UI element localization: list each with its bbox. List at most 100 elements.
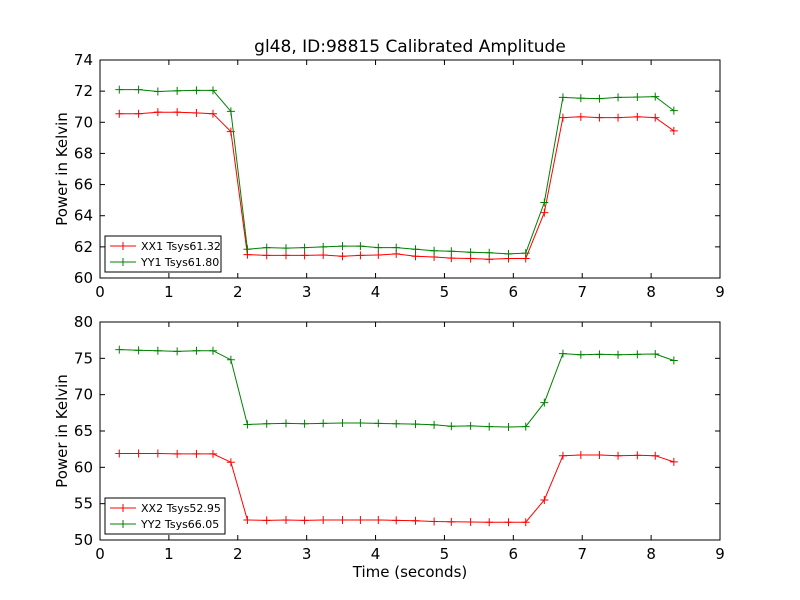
x-tick-label: 0 <box>95 283 105 301</box>
data-point <box>134 346 143 355</box>
data-point <box>447 247 456 256</box>
data-point <box>134 85 143 94</box>
x-tick-label: 3 <box>302 283 312 301</box>
y-tick-label: 75 <box>74 349 93 367</box>
data-point <box>540 208 549 217</box>
y-tick-label: 68 <box>74 144 93 162</box>
data-point <box>374 250 383 259</box>
data-point <box>319 419 328 428</box>
data-point <box>614 350 623 359</box>
data-point <box>651 451 660 460</box>
x-tick-label: 2 <box>233 283 243 301</box>
data-point <box>466 421 475 430</box>
data-point <box>134 109 143 118</box>
data-point <box>226 107 235 116</box>
data-point <box>374 243 383 252</box>
data-point <box>319 250 328 259</box>
data-point <box>374 419 383 428</box>
data-point <box>338 516 347 525</box>
chart-title: gl48, ID:98815 Calibrated Amplitude <box>254 37 566 57</box>
data-point <box>319 242 328 251</box>
x-tick-label: 1 <box>164 283 174 301</box>
x-tick-label: 8 <box>646 283 656 301</box>
legend: XX2 Tsys52.95 YY2 Tsys66.05 <box>104 497 226 535</box>
y-tick-label: 65 <box>74 422 93 440</box>
data-point <box>338 242 347 251</box>
data-point <box>558 349 567 358</box>
data-point <box>558 113 567 122</box>
data-point <box>540 198 549 207</box>
data-point <box>173 347 182 356</box>
data-point <box>633 451 642 460</box>
data-point <box>300 419 309 428</box>
series-2 <box>115 85 678 258</box>
data-point <box>262 516 271 525</box>
x-tick-label: 9 <box>715 283 725 301</box>
data-point <box>282 516 290 525</box>
data-point <box>153 346 162 355</box>
legend-marker <box>119 504 127 512</box>
data-point <box>173 86 182 95</box>
legend-box <box>104 235 222 273</box>
series-1 <box>115 108 678 264</box>
data-point <box>300 243 309 252</box>
data-point <box>633 112 642 121</box>
y-tick-label: 72 <box>74 82 93 100</box>
data-point <box>134 449 143 458</box>
x-tick-label: 0 <box>95 545 105 563</box>
data-point <box>521 518 530 527</box>
data-point <box>153 108 162 117</box>
y-tick-label: 80 <box>74 313 93 331</box>
data-point <box>374 516 383 525</box>
data-point <box>651 92 660 101</box>
y-tick-label: 60 <box>74 269 93 287</box>
legend-label: XX1 Tsys61.32 <box>141 240 221 253</box>
data-point <box>411 516 420 525</box>
data-point <box>115 85 124 94</box>
series-1 <box>115 449 678 527</box>
data-point <box>447 422 456 431</box>
data-point <box>540 398 549 407</box>
data-point <box>430 517 439 526</box>
data-point <box>226 458 235 467</box>
legend-label: YY2 Tsys66.05 <box>140 518 219 531</box>
legend-label: YY1 Tsys61.80 <box>140 256 219 269</box>
data-point <box>595 94 604 103</box>
data-point <box>115 109 124 118</box>
x-tick-label: 7 <box>577 545 587 563</box>
x-tick-label: 5 <box>440 545 450 563</box>
x-axis-label: Time (seconds) <box>352 563 468 581</box>
data-point <box>576 94 585 103</box>
data-point <box>173 449 182 458</box>
data-point <box>669 356 678 365</box>
x-tick-label: 6 <box>509 545 519 563</box>
data-point <box>392 243 401 252</box>
data-point <box>243 420 252 429</box>
legend-marker <box>119 520 127 528</box>
x-tick-label: 6 <box>509 283 519 301</box>
data-point <box>669 126 678 135</box>
x-tick-label: 9 <box>715 545 725 563</box>
data-point <box>651 349 660 358</box>
data-point <box>243 245 252 254</box>
data-point <box>356 242 365 251</box>
data-point <box>466 248 475 257</box>
legend-label: XX2 Tsys52.95 <box>141 502 221 515</box>
data-point <box>173 108 182 117</box>
x-tick-label: 1 <box>164 545 174 563</box>
data-point <box>208 346 217 355</box>
data-point <box>595 350 604 359</box>
legend-marker <box>119 242 127 250</box>
data-point <box>521 249 530 258</box>
data-point <box>226 355 235 364</box>
y-tick-label: 70 <box>74 113 93 131</box>
data-point <box>485 518 494 527</box>
y-tick-label: 60 <box>74 458 93 476</box>
data-point <box>485 248 494 257</box>
data-point <box>282 251 290 260</box>
data-point <box>447 517 456 526</box>
data-point <box>576 112 585 121</box>
x-tick-label: 8 <box>646 545 656 563</box>
